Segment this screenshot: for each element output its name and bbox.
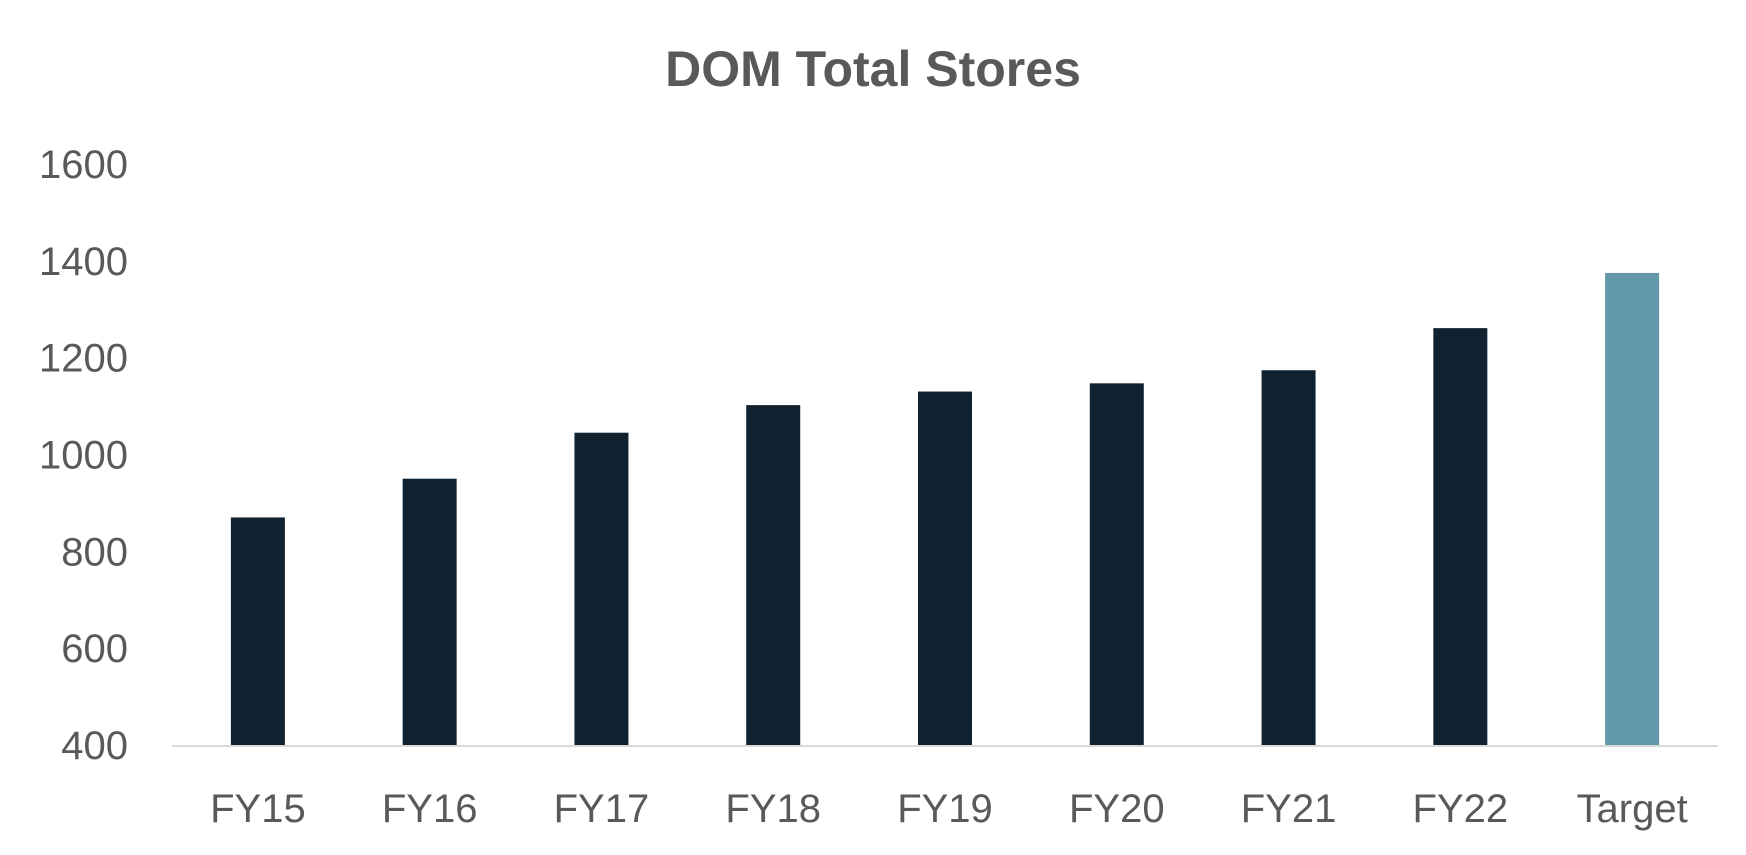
bar-target (1605, 272, 1660, 745)
y-axis-ticks: 400 600 800 1000 1200 1400 1600 (39, 143, 128, 768)
y-tick-label-600: 600 (61, 627, 128, 671)
x-axis-ticks: FY15 FY16 FY17 FY18 FY19 FY20 FY21 FY22 Target (210, 787, 1688, 831)
x-tick-label-fy21: FY21 (1241, 787, 1337, 831)
y-tick-label-1600: 1600 (39, 143, 128, 187)
chart-title: DOM Total Stores (665, 41, 1081, 97)
x-tick-label-fy19: FY19 (897, 787, 993, 831)
bar-fy20 (1089, 383, 1144, 745)
y-tick-label-1000: 1000 (39, 434, 128, 478)
x-tick-label-fy22: FY22 (1413, 787, 1509, 831)
x-tick-label-fy20: FY20 (1069, 787, 1165, 831)
bar-fy21 (1261, 370, 1316, 745)
x-tick-label-target: Target (1577, 787, 1688, 831)
x-tick-label-fy16: FY16 (382, 787, 478, 831)
bar-fy16 (402, 478, 457, 745)
bar-fy17 (574, 432, 629, 745)
y-tick-label-800: 800 (61, 530, 128, 574)
y-tick-label-400: 400 (61, 724, 128, 768)
bar-fy15 (230, 517, 285, 745)
y-tick-label-1200: 1200 (39, 337, 128, 381)
bars-group (230, 272, 1660, 745)
bar-fy18 (746, 405, 801, 745)
x-tick-label-fy15: FY15 (210, 787, 306, 831)
x-tick-label-fy17: FY17 (554, 787, 650, 831)
bar-fy19 (918, 391, 972, 745)
y-tick-label-1400: 1400 (39, 240, 128, 284)
bar-fy22 (1433, 328, 1488, 745)
x-tick-label-fy18: FY18 (725, 787, 821, 831)
